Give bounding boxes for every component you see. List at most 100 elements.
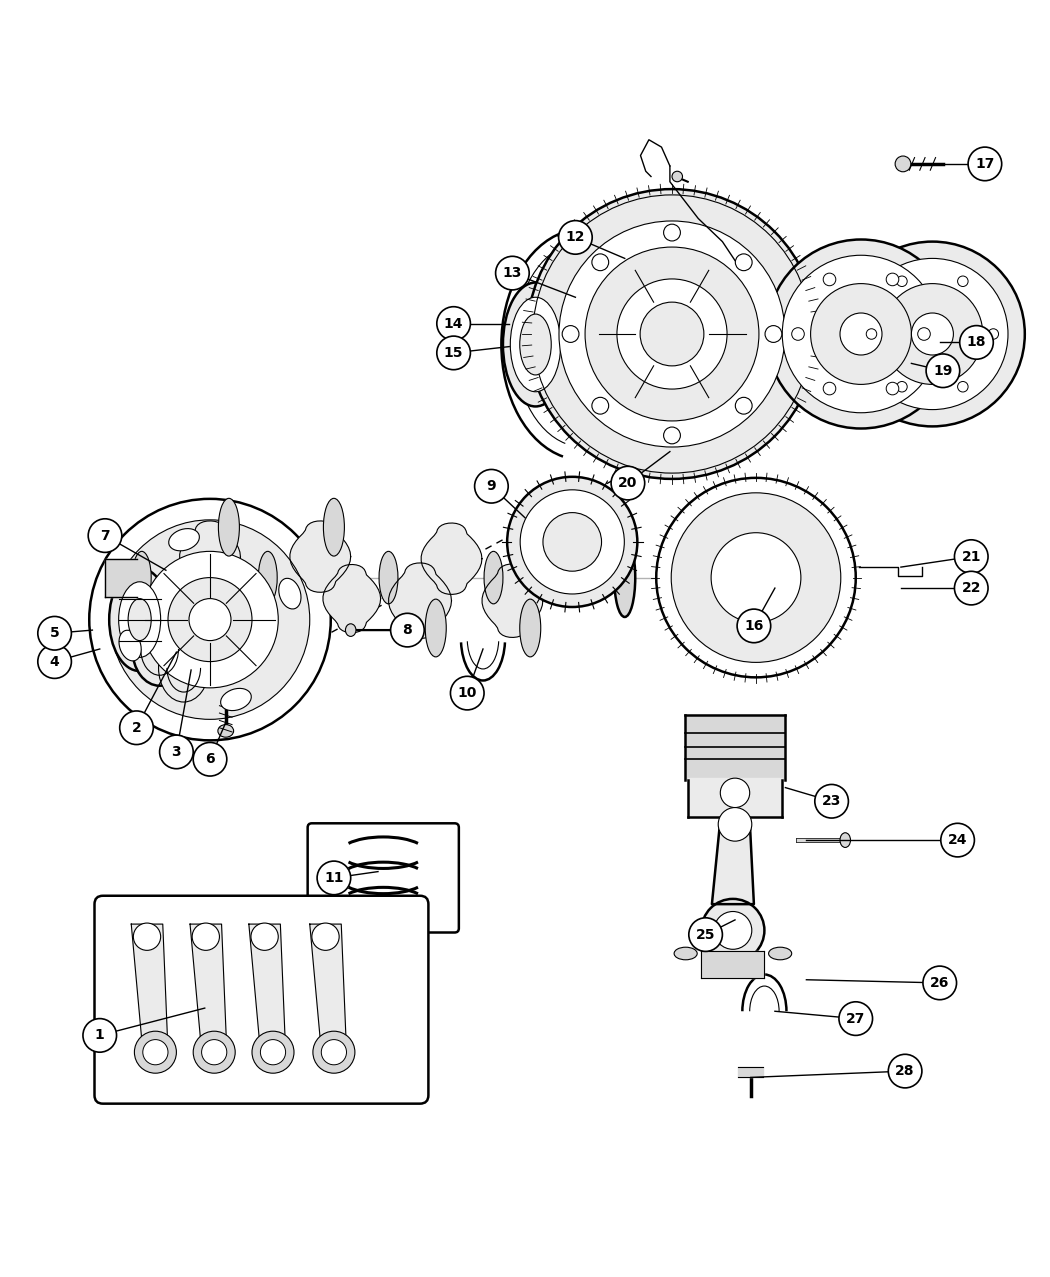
Circle shape bbox=[585, 246, 759, 421]
Circle shape bbox=[701, 899, 764, 962]
Circle shape bbox=[897, 276, 907, 286]
Ellipse shape bbox=[279, 578, 301, 609]
Circle shape bbox=[251, 923, 278, 950]
Circle shape bbox=[83, 1019, 117, 1052]
Ellipse shape bbox=[323, 498, 344, 555]
FancyBboxPatch shape bbox=[94, 895, 428, 1103]
Circle shape bbox=[437, 306, 470, 340]
Circle shape bbox=[450, 677, 484, 710]
Circle shape bbox=[839, 1001, 873, 1036]
Circle shape bbox=[543, 512, 602, 571]
Ellipse shape bbox=[484, 552, 503, 604]
Circle shape bbox=[823, 273, 836, 286]
Text: 15: 15 bbox=[444, 346, 463, 360]
Ellipse shape bbox=[218, 724, 233, 737]
Circle shape bbox=[720, 778, 750, 807]
Circle shape bbox=[192, 923, 219, 950]
Circle shape bbox=[886, 382, 899, 395]
Circle shape bbox=[918, 328, 930, 340]
Polygon shape bbox=[712, 820, 754, 904]
Ellipse shape bbox=[128, 599, 151, 641]
Circle shape bbox=[193, 742, 227, 776]
Circle shape bbox=[958, 276, 968, 286]
Circle shape bbox=[735, 397, 752, 414]
Circle shape bbox=[559, 221, 592, 254]
Text: 2: 2 bbox=[131, 720, 142, 734]
Ellipse shape bbox=[258, 552, 277, 604]
Polygon shape bbox=[180, 521, 240, 593]
Ellipse shape bbox=[614, 538, 635, 617]
Circle shape bbox=[718, 807, 752, 842]
Circle shape bbox=[664, 427, 680, 444]
Text: 17: 17 bbox=[975, 157, 994, 171]
Text: 4: 4 bbox=[49, 655, 60, 669]
Ellipse shape bbox=[563, 552, 582, 604]
Ellipse shape bbox=[119, 582, 161, 658]
Text: 1: 1 bbox=[94, 1028, 105, 1042]
Text: 25: 25 bbox=[696, 927, 715, 941]
Text: 19: 19 bbox=[933, 364, 952, 378]
Circle shape bbox=[897, 382, 907, 392]
Ellipse shape bbox=[503, 282, 568, 406]
Circle shape bbox=[815, 784, 848, 819]
Ellipse shape bbox=[119, 631, 141, 661]
Circle shape bbox=[321, 1039, 347, 1065]
Polygon shape bbox=[516, 525, 573, 593]
Polygon shape bbox=[213, 564, 271, 632]
Polygon shape bbox=[131, 925, 168, 1051]
Polygon shape bbox=[388, 563, 452, 638]
Ellipse shape bbox=[159, 633, 209, 702]
Circle shape bbox=[38, 645, 71, 678]
Ellipse shape bbox=[169, 529, 200, 550]
Circle shape bbox=[886, 273, 899, 286]
Circle shape bbox=[954, 540, 988, 573]
Circle shape bbox=[840, 313, 882, 355]
Ellipse shape bbox=[109, 568, 170, 670]
Circle shape bbox=[527, 189, 817, 479]
Circle shape bbox=[656, 478, 856, 677]
Polygon shape bbox=[290, 521, 351, 593]
Text: 5: 5 bbox=[49, 626, 60, 640]
Circle shape bbox=[189, 599, 231, 641]
Ellipse shape bbox=[674, 948, 697, 960]
Text: 13: 13 bbox=[503, 266, 522, 280]
Circle shape bbox=[520, 490, 625, 594]
Circle shape bbox=[765, 326, 782, 342]
Circle shape bbox=[617, 278, 727, 389]
Text: 18: 18 bbox=[967, 336, 986, 350]
Circle shape bbox=[866, 328, 877, 340]
Circle shape bbox=[737, 609, 771, 642]
Circle shape bbox=[689, 918, 722, 951]
Circle shape bbox=[313, 1032, 355, 1073]
Circle shape bbox=[958, 382, 968, 392]
Text: 12: 12 bbox=[566, 230, 585, 244]
Ellipse shape bbox=[218, 498, 239, 555]
Circle shape bbox=[988, 328, 999, 340]
Circle shape bbox=[559, 221, 785, 447]
Circle shape bbox=[475, 470, 508, 503]
Polygon shape bbox=[323, 564, 381, 632]
Circle shape bbox=[766, 240, 956, 429]
Ellipse shape bbox=[520, 314, 551, 375]
Ellipse shape bbox=[132, 552, 151, 604]
Text: 24: 24 bbox=[948, 833, 967, 847]
Text: 9: 9 bbox=[486, 479, 497, 493]
Circle shape bbox=[735, 254, 752, 271]
Text: 27: 27 bbox=[846, 1011, 865, 1025]
Circle shape bbox=[133, 923, 161, 950]
Text: 22: 22 bbox=[962, 581, 981, 595]
Text: 20: 20 bbox=[618, 476, 637, 490]
Circle shape bbox=[193, 1032, 235, 1073]
Ellipse shape bbox=[220, 688, 251, 710]
Circle shape bbox=[968, 147, 1002, 181]
Ellipse shape bbox=[510, 298, 561, 392]
Circle shape bbox=[89, 499, 331, 741]
Ellipse shape bbox=[769, 948, 792, 960]
Circle shape bbox=[142, 552, 278, 688]
Ellipse shape bbox=[520, 599, 541, 656]
Circle shape bbox=[941, 824, 974, 857]
Polygon shape bbox=[482, 564, 543, 637]
Circle shape bbox=[312, 923, 339, 950]
Text: 23: 23 bbox=[822, 794, 841, 808]
Polygon shape bbox=[190, 925, 227, 1051]
